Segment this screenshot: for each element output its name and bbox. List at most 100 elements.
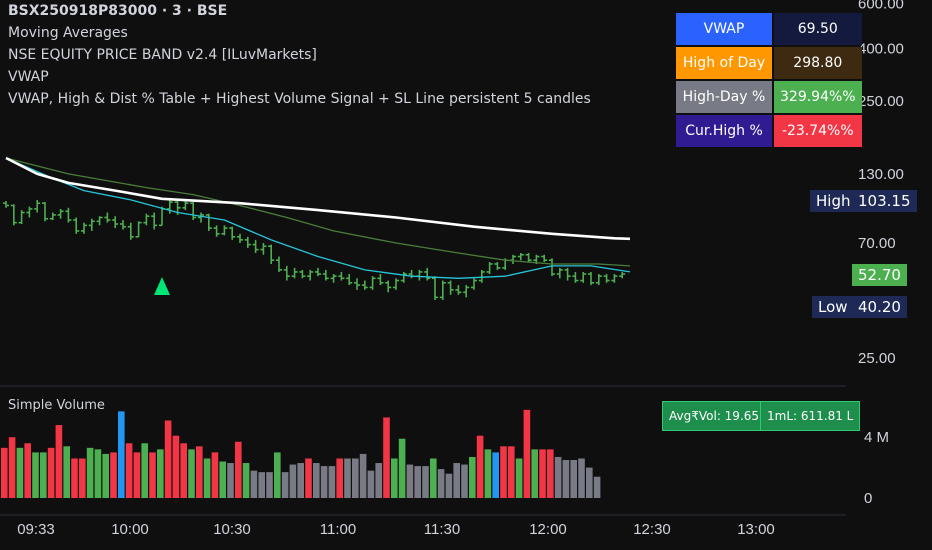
volume-bar [172,435,180,498]
price-axis-tick: 25.00 [858,350,896,367]
time-axis-tick: 10:30 [213,521,251,538]
volume-bar [235,441,242,498]
volume-bar [554,456,562,498]
current-value-text: 52.70 [858,266,901,284]
vwap-line [5,156,631,241]
volume-bar [313,463,320,498]
high-price-label: High [810,190,857,212]
volume-bar [141,443,148,498]
indicator-moving-averages[interactable]: Moving Averages [8,25,128,41]
volume-bar [383,417,390,498]
volume-bar [266,472,273,498]
volume-bar [289,464,297,498]
volume-bar [320,466,328,498]
price-axis-tick: 400.00 [858,41,904,58]
volume-bar [523,409,531,498]
indicator-lines [5,156,631,279]
price-axis-tick: 600.00 [858,0,904,12]
volume-bar [539,449,546,498]
vwap-value: 69.50 [774,13,862,45]
volume-bar [188,449,195,498]
time-axis-tick: 11:00 [320,521,356,538]
volume-bar [32,452,39,498]
time-axis-tick: 10:00 [111,521,149,538]
volume-bar [469,456,476,498]
volume-bar [63,446,70,498]
volume-axis-tick: 0 [864,490,872,507]
time-axis-tick: 13:00 [737,521,775,538]
symbol-title[interactable]: BSX250918P83000 · 3 · BSE [8,3,228,19]
indicator-vwap[interactable]: VWAP [8,69,49,85]
volume-bar [430,458,437,498]
volume-bar [47,447,55,498]
low-value-text: 40.20 [858,298,901,316]
volume-bar [94,449,102,498]
table-row: High of Day 298.80 [676,47,862,79]
volume-bar [508,446,515,498]
volume-bar [133,452,141,498]
cur-high-pct-value: -23.74%% [774,115,862,147]
high-day-pct-label: High-Day % [676,81,772,113]
volume-bar [515,458,523,498]
volume-bar [445,473,453,498]
volume-bar [110,452,117,498]
volume-bar [422,466,429,498]
indicator-price-band[interactable]: NSE EQUITY PRICE BAND v2.4 [ILuvMarkets] [8,47,317,63]
volume-bar [281,472,289,498]
volume-bar [149,452,156,498]
volume-bar [476,435,484,498]
high-value-text: 103.15 [858,192,911,210]
volume-bar [86,447,94,498]
volume-bar [586,467,593,498]
low-price-label: Low [812,296,854,318]
volume-bar [375,463,382,498]
volume-bar [406,464,414,498]
table-row: High-Day % 329.94%% [676,81,862,113]
volume-bar [414,466,421,498]
high-label-text: High [816,192,851,210]
volume-bar [593,476,601,498]
volume-bar [344,458,351,498]
volume-bar [118,411,125,498]
grid [0,385,846,516]
moving-average-slow-line [5,157,631,267]
volume-bar [55,425,63,498]
volume-bar [211,452,219,498]
volume-bar [102,453,109,498]
volume-bar [492,452,499,498]
volume-bar [453,463,460,498]
volume-bar [219,461,226,498]
low-label-text: Low [818,298,848,316]
volume-bar [180,443,187,498]
volume-bar [297,463,304,498]
indicator-vwap-table[interactable]: VWAP, High & Dist % Table + Highest Volu… [8,91,591,107]
volume-bar [242,463,250,498]
axes: 600.00 400.00 250.00 130.00 70.00 25.00 4 M 0 09… [17,0,904,538]
price-axis-tick: 70.00 [858,235,896,252]
volume-bar [328,466,336,498]
volume-bar [40,452,47,498]
volume-bar [1,447,8,498]
price-axis-tick: 250.00 [858,93,904,110]
volume-bar [562,460,570,498]
volume-bar [125,443,133,498]
iml-text: 1mL: 611.81 L [767,409,854,423]
highest-volume-signal-marker [154,277,170,295]
volume-bar [79,458,86,498]
high-price-value: 103.15 [852,190,917,212]
time-axis-tick: 12:00 [529,521,567,538]
volume-bar [367,470,375,498]
high-day-pct-value: 329.94%% [774,81,862,113]
volume-bar [8,437,16,498]
volume-bar [203,458,211,498]
volume-bar [250,470,258,498]
volume-bars [1,409,601,498]
high-of-day-value: 298.80 [774,47,862,79]
volume-bar [274,452,281,498]
volume-bar [398,438,406,498]
time-axis-tick: 11:30 [424,521,460,538]
time-axis-tick: 09:33 [17,521,55,538]
volume-pane-title[interactable]: Simple Volume [8,398,105,413]
iml-box: 1mL: 611.81 L [760,401,861,431]
vwap-label: VWAP [676,13,772,45]
